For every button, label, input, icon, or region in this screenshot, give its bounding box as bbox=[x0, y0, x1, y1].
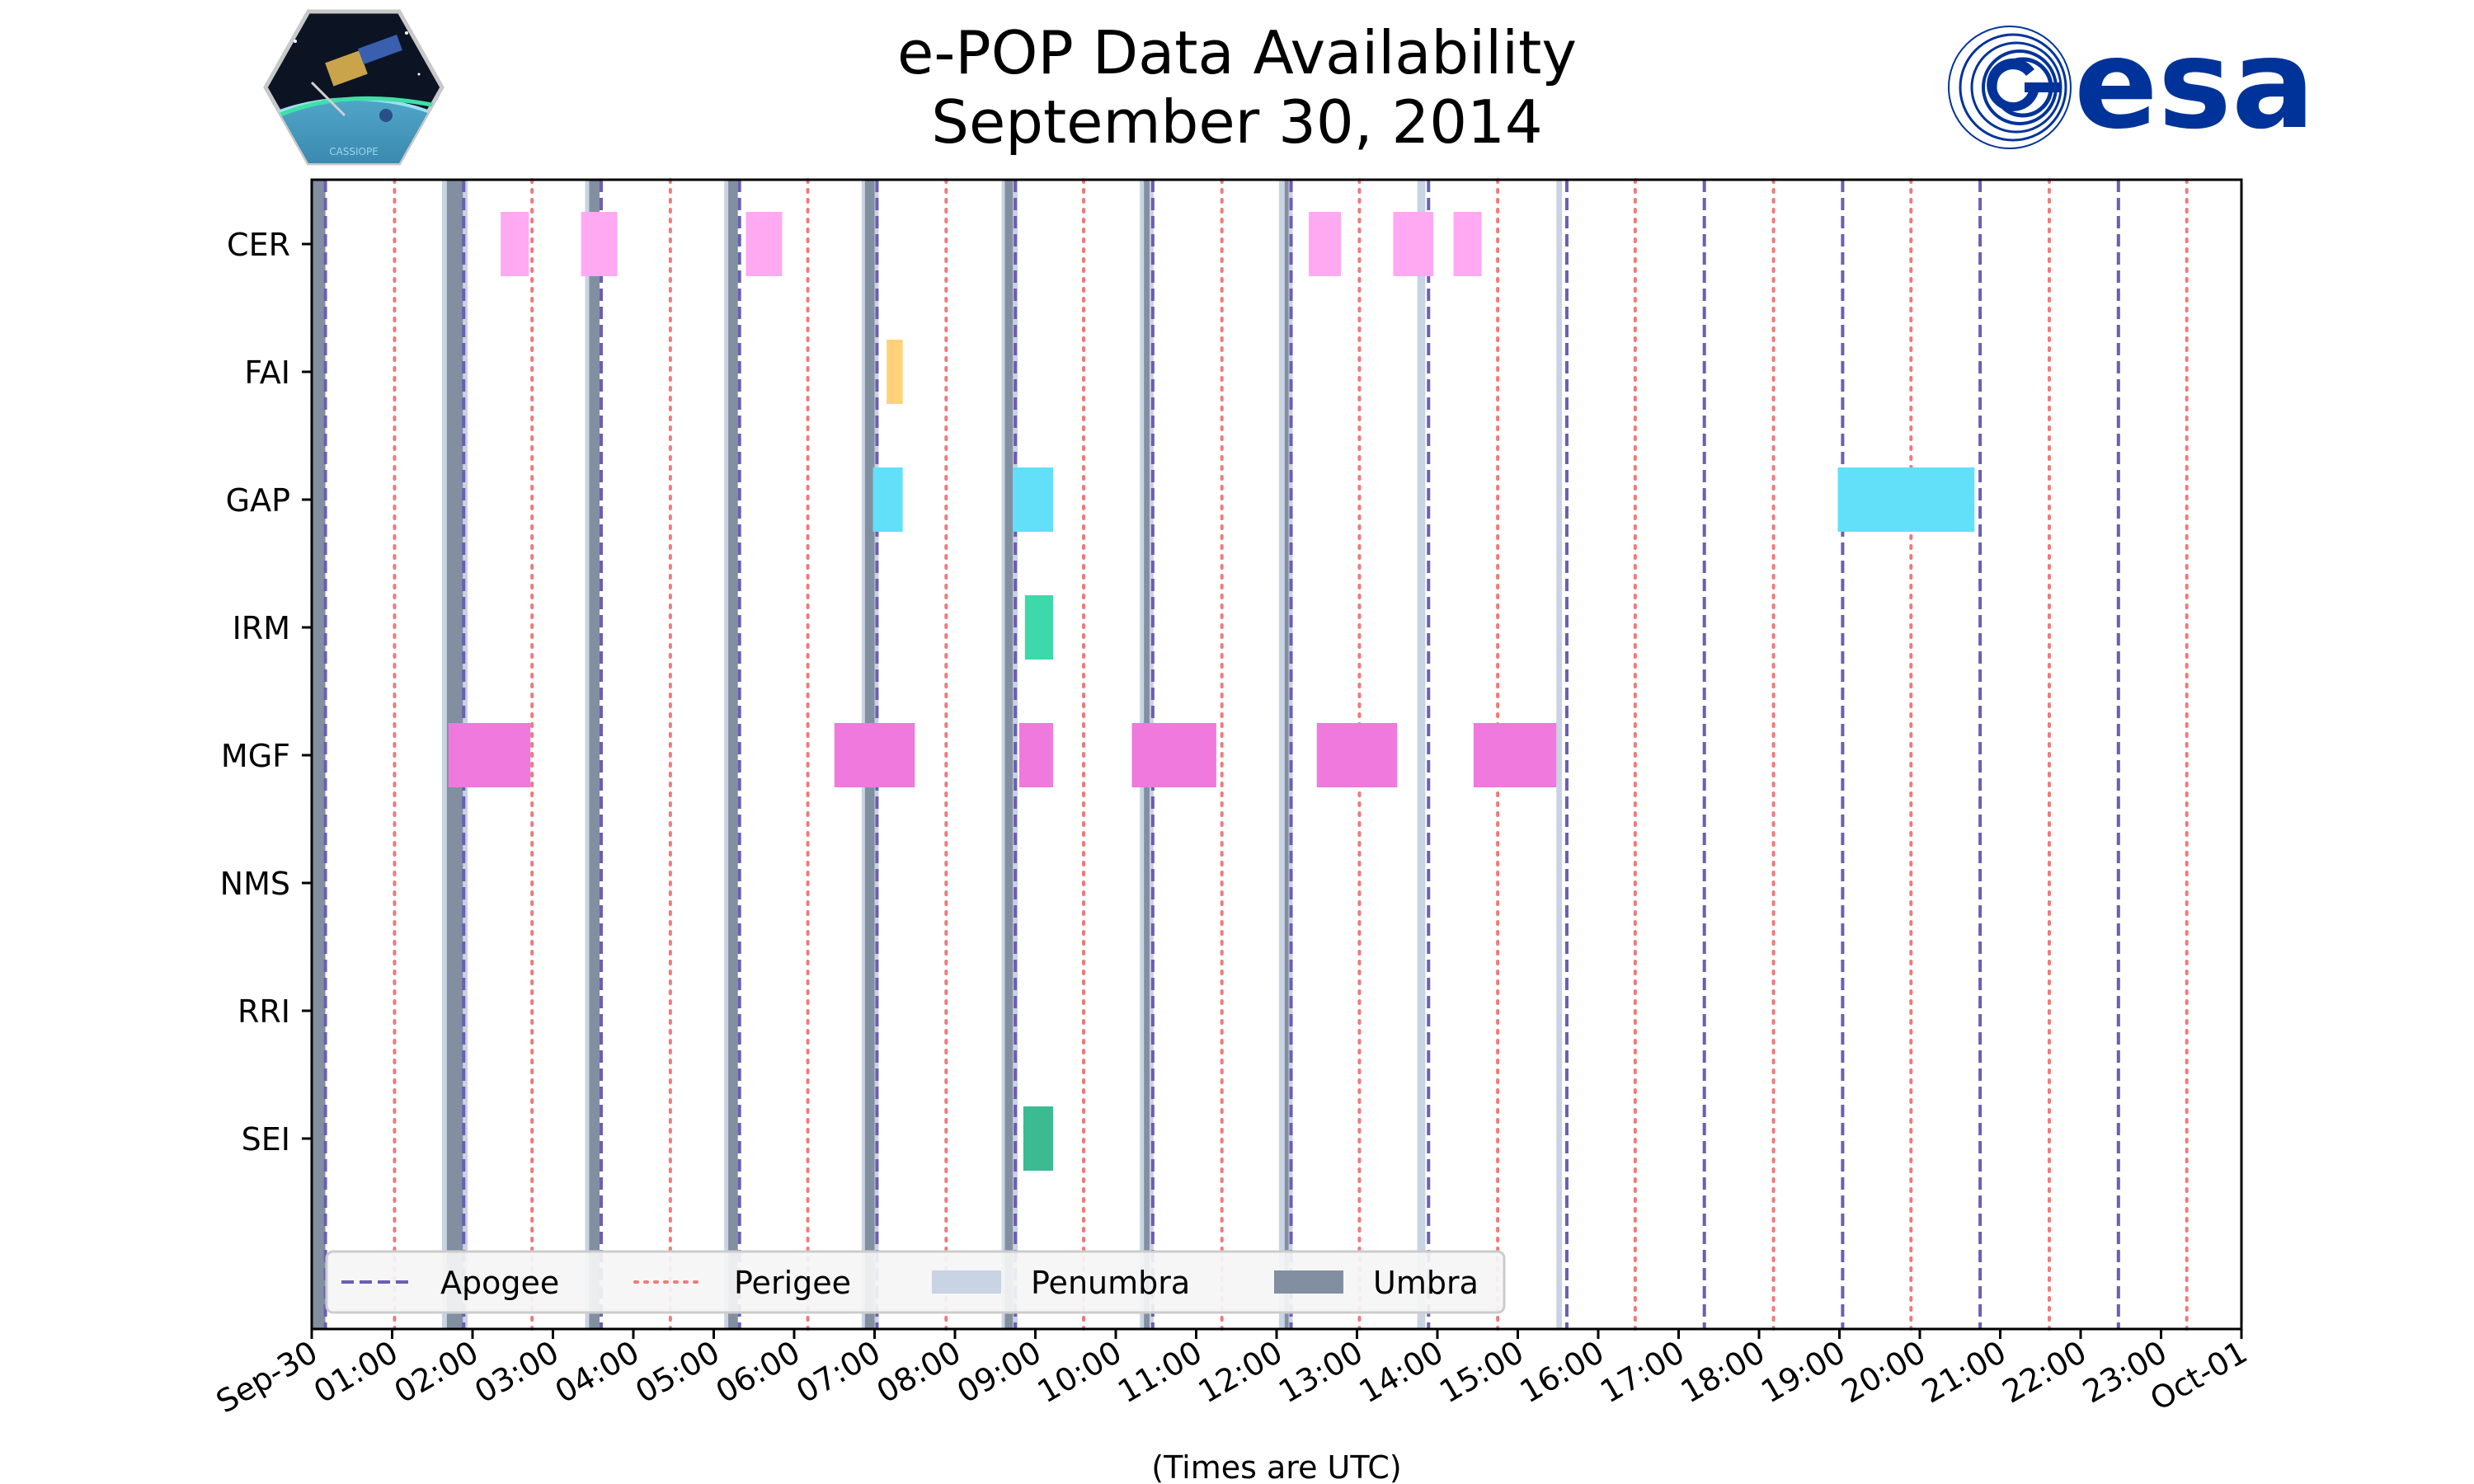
bar-cer-0 bbox=[501, 212, 529, 276]
chart-legend: Apogee Perigee Penumbra Umbra bbox=[325, 1250, 1506, 1314]
availability-bars-layer bbox=[448, 212, 1975, 1171]
penumbra-band-3 bbox=[724, 180, 729, 1329]
x-tick-label-10: 10:00 bbox=[1032, 1334, 1128, 1411]
legend-label-penumbra: Penumbra bbox=[1031, 1265, 1190, 1301]
orbit-lines-layer bbox=[323, 178, 2189, 1331]
bar-mgf-16 bbox=[1473, 723, 1557, 787]
bar-cer-4 bbox=[1393, 212, 1434, 276]
esa-logo-wordmark: esa bbox=[2074, 18, 2313, 157]
x-tick-label-3: 03:00 bbox=[468, 1334, 565, 1411]
bar-sei-17 bbox=[1023, 1106, 1053, 1171]
x-tick-label-21: 21:00 bbox=[1916, 1334, 2012, 1411]
x-tick-label-15: 15:00 bbox=[1433, 1334, 1530, 1411]
bar-mgf-14 bbox=[1131, 723, 1216, 787]
x-tick-label-8: 08:00 bbox=[871, 1334, 967, 1411]
y-tick-label-gap: GAP bbox=[226, 482, 290, 519]
bar-cer-2 bbox=[745, 212, 783, 276]
penumbra-band-13 bbox=[1556, 180, 1563, 1329]
x-tick-label-19: 19:00 bbox=[1755, 1334, 1851, 1411]
chart-title-line-1: e-POP Data Availability bbox=[897, 18, 1577, 87]
chart-title-line-2: September 30, 2014 bbox=[931, 87, 1543, 157]
esa-logo: esa bbox=[1948, 18, 2313, 157]
bar-gap-7 bbox=[872, 467, 903, 532]
x-tick-label-2: 02:00 bbox=[388, 1334, 485, 1411]
bar-mgf-15 bbox=[1316, 723, 1398, 787]
umbra-band-0 bbox=[312, 180, 326, 1329]
x-tick-label-0: Sep-30 bbox=[210, 1334, 324, 1421]
x-tick-label-4: 04:00 bbox=[549, 1334, 646, 1411]
x-tick-label-9: 09:00 bbox=[951, 1334, 1047, 1411]
y-tick-label-rri: RRI bbox=[238, 993, 290, 1030]
y-tick-label-sei: SEI bbox=[242, 1121, 290, 1158]
y-tick-label-fai: FAI bbox=[244, 355, 290, 391]
umbra-band-3 bbox=[728, 180, 738, 1329]
bar-mgf-13 bbox=[1019, 723, 1053, 787]
penumbra-band-6 bbox=[1001, 180, 1005, 1329]
y-tick-label-nms: NMS bbox=[220, 866, 290, 902]
x-tick-label-1: 01:00 bbox=[308, 1334, 404, 1411]
x-tick-label-22: 22:00 bbox=[1997, 1334, 2093, 1411]
x-tick-label-17: 17:00 bbox=[1594, 1334, 1691, 1411]
legend-label-perigee: Perigee bbox=[734, 1265, 851, 1301]
x-tick-label-20: 20:00 bbox=[1836, 1334, 1932, 1411]
umbra-band-5 bbox=[1004, 180, 1014, 1329]
cassiope-logo: CASSIOPE bbox=[263, 9, 444, 166]
x-axis-label: (Times are UTC) bbox=[1151, 1449, 1401, 1484]
x-tick-label-5: 05:00 bbox=[629, 1334, 726, 1411]
x-tick-label-18: 18:00 bbox=[1675, 1334, 1771, 1411]
penumbra-band-10 bbox=[1278, 180, 1285, 1329]
x-tick-label-7: 07:00 bbox=[790, 1334, 887, 1411]
x-tick-label-13: 13:00 bbox=[1272, 1334, 1369, 1411]
bar-mgf-11 bbox=[448, 723, 531, 787]
legend-swatch-umbra bbox=[1274, 1270, 1343, 1294]
x-tick-label-14: 14:00 bbox=[1353, 1334, 1450, 1411]
bar-cer-3 bbox=[1309, 212, 1341, 276]
legend-label-apogee: Apogee bbox=[440, 1265, 559, 1301]
penumbra-band-12 bbox=[1417, 180, 1426, 1329]
bar-cer-1 bbox=[581, 212, 618, 276]
umbra-band-2 bbox=[589, 180, 600, 1329]
bar-gap-9 bbox=[1837, 467, 1975, 532]
penumbra-band-2 bbox=[585, 180, 590, 1329]
penumbra-band-0 bbox=[441, 180, 447, 1329]
x-tick-label-16: 16:00 bbox=[1514, 1334, 1611, 1411]
bar-mgf-12 bbox=[834, 723, 915, 787]
legend-swatch-penumbra bbox=[932, 1270, 1001, 1294]
y-tick-label-cer: CER bbox=[227, 227, 290, 263]
x-tick-label-6: 06:00 bbox=[710, 1334, 807, 1411]
bar-fai-6 bbox=[887, 340, 903, 404]
x-tick-label-12: 12:00 bbox=[1192, 1334, 1289, 1411]
y-tick-label-mgf: MGF bbox=[221, 738, 290, 774]
legend-label-umbra: Umbra bbox=[1373, 1265, 1479, 1301]
x-tick-label-11: 11:00 bbox=[1112, 1334, 1208, 1411]
legend-box bbox=[325, 1250, 1506, 1314]
bar-gap-8 bbox=[1013, 467, 1053, 532]
umbra-band-7 bbox=[1284, 180, 1289, 1329]
bar-irm-10 bbox=[1024, 595, 1053, 660]
bar-cer-5 bbox=[1453, 212, 1482, 276]
y-tick-label-irm: IRM bbox=[233, 610, 290, 646]
cassiope-logo-caption: CASSIOPE bbox=[329, 146, 379, 157]
